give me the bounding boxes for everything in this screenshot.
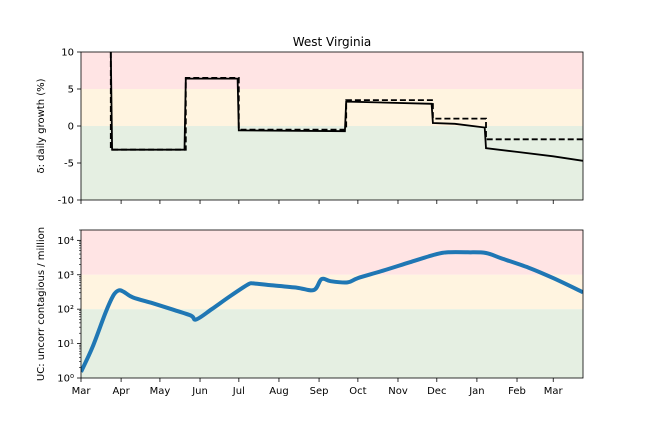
contagious-axes-frame (80, 229, 584, 379)
xtick-label: Oct (349, 386, 366, 397)
growth-ytick-label: 10 (61, 48, 74, 59)
contagious-y-axis-label: UC: uncorr contagious / million (36, 227, 47, 381)
xtick-label: May (150, 386, 171, 397)
xtick-label: Jul (232, 386, 245, 397)
contagious-ytick-label: 10³ (57, 270, 74, 281)
growth-ytick-label: -10 (58, 196, 74, 207)
growth-ytick-label: -5 (64, 159, 74, 170)
contagious-line (81, 250, 583, 373)
xtick-label: Mar (544, 386, 564, 397)
growth-ytick-label: 5 (68, 85, 74, 96)
xtick-label: Jun (191, 386, 208, 397)
contagious-ytick-label: 10¹ (57, 339, 74, 350)
xtick-label: Jan (468, 386, 484, 397)
growth-ytick-label: 0 (68, 122, 74, 133)
xtick-label: Dec (427, 386, 446, 397)
growth-axes-frame (80, 51, 584, 201)
growth-band-red (81, 52, 583, 89)
growth-line-solid (109, 52, 583, 162)
growth-panel: -10 -5 0 5 10 (58, 48, 584, 207)
xtick-label: Apr (112, 386, 130, 397)
growth-band-green (81, 126, 583, 200)
chart-title: West Virginia (293, 35, 372, 49)
xtick-label: Feb (508, 386, 526, 397)
contagious-ytick-label: 10⁰ (57, 374, 74, 385)
contagious-band-green (81, 309, 583, 378)
xtick-label: Sep (310, 386, 329, 397)
xtick-label: Nov (388, 386, 408, 397)
contagious-ytick-label: 10² (57, 305, 74, 316)
contagious-band-red (81, 230, 583, 275)
growth-y-axis-label: δ: daily growth (%) (36, 78, 47, 173)
growth-band-yellow (81, 89, 583, 126)
xtick-label: Aug (269, 386, 289, 397)
contagious-panel: 10⁰ 10¹ 10² 10³ 10⁴ Mar Apr May Jun Jul Aug Sep Oct N… (57, 229, 584, 397)
growth-line-dashed (109, 52, 583, 151)
contagious-ytick-label: 10⁴ (57, 236, 74, 247)
xtick-label: Mar (72, 386, 92, 397)
